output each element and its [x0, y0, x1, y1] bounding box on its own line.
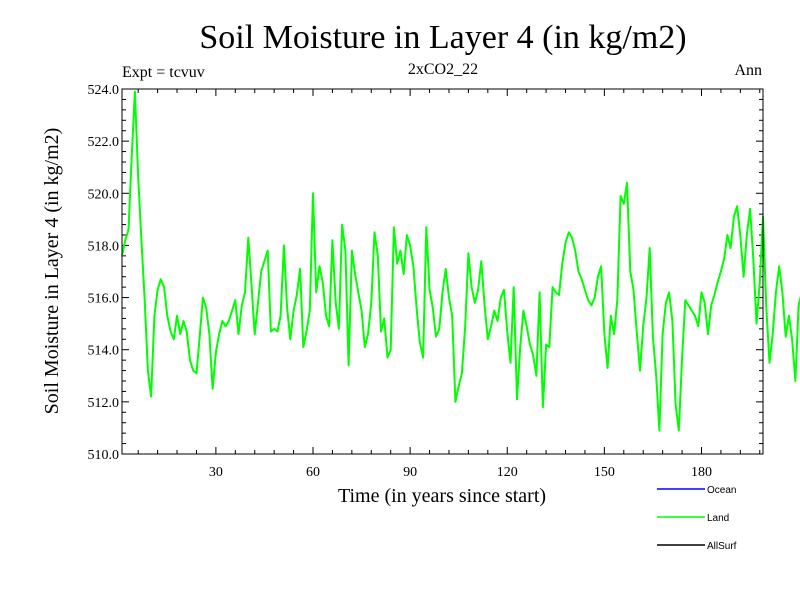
- chart-subtitle: 2xCO2_22: [408, 61, 478, 78]
- y-tick-label: 510.0: [88, 448, 120, 463]
- legend: Ocean Land AllSurf: [657, 485, 737, 552]
- legend-label-land: Land: [707, 513, 729, 524]
- y-tick-label: 522.0: [88, 135, 120, 150]
- x-tick-label: 60: [306, 465, 320, 480]
- plot-lines: [121, 90, 800, 432]
- x-tick-label: 150: [594, 465, 615, 480]
- y-tick-label: 520.0: [88, 187, 120, 202]
- legend-label-allsurf: AllSurf: [707, 541, 737, 552]
- legend-item-allsurf: AllSurf: [657, 541, 737, 552]
- experiment-label: Expt = tcvuv: [122, 64, 205, 81]
- chart-title: Soil Moisture in Layer 4 (in kg/m2): [199, 19, 686, 56]
- y-axis-ticks: 510.0 512.0 514.0 516.0 518.0 520.0 522.0 524.0: [88, 83, 763, 463]
- y-tick-label: 518.0: [88, 239, 120, 254]
- y-tick-label: 514.0: [88, 344, 120, 359]
- y-tick-label: 512.0: [88, 396, 120, 411]
- series-line-land: [121, 90, 800, 432]
- x-tick-label: 120: [497, 465, 518, 480]
- y-tick-label: 516.0: [88, 292, 120, 307]
- plot-frame: [121, 88, 764, 455]
- y-axis-label: Soil Moisture in Layer 4 (in kg/m2): [41, 128, 63, 415]
- x-axis-ticks: 30 60 90 120 150 180: [137, 89, 761, 480]
- season-label: Ann: [734, 62, 762, 79]
- y-tick-label: 524.0: [88, 83, 120, 98]
- x-tick-label: 30: [209, 465, 223, 480]
- legend-item-land: Land: [657, 513, 729, 524]
- x-axis-label: Time (in years since start): [338, 485, 546, 507]
- x-tick-label: 90: [403, 465, 417, 480]
- legend-item-ocean: Ocean: [657, 485, 736, 496]
- legend-label-ocean: Ocean: [707, 485, 736, 496]
- x-tick-label: 180: [691, 465, 712, 480]
